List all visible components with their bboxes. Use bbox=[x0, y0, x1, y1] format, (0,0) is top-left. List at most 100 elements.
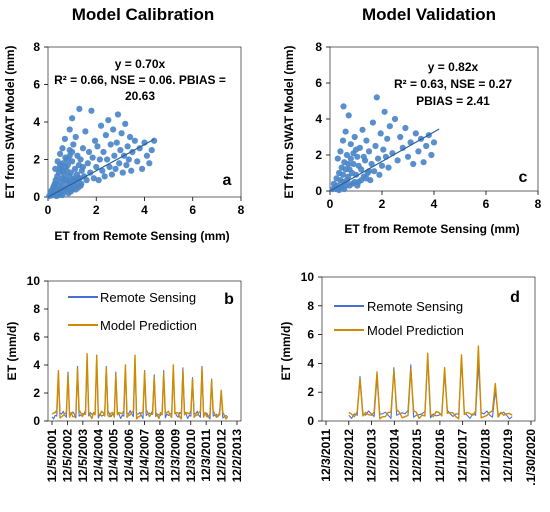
annotation-a-line2: R² = 0.66, NSE = 0.06. PBIAS = bbox=[54, 73, 226, 87]
scatter-point-c bbox=[354, 182, 361, 189]
scatter-point-a bbox=[97, 122, 105, 129]
scatter-point-a bbox=[59, 145, 66, 152]
scatter-point-a bbox=[102, 132, 109, 139]
scatter-point-c bbox=[378, 162, 386, 169]
x-tick-label-c: 0 bbox=[327, 197, 334, 211]
scatter-point-a bbox=[104, 156, 111, 163]
x-tick-label-b: 12/5/2001 bbox=[45, 429, 59, 483]
x-tick-label-c: 8 bbox=[535, 197, 542, 211]
scatter-point-c bbox=[355, 162, 362, 169]
x-tick-label-d: 12/3/2011 bbox=[319, 429, 333, 482]
y-tick-label-c: 0 bbox=[315, 184, 322, 198]
x-tick-label-d: 12/1/2019 bbox=[501, 429, 515, 483]
y-tick-label-a: 0 bbox=[33, 190, 40, 204]
panel-label-a: a bbox=[223, 172, 232, 189]
scatter-point-c bbox=[363, 137, 370, 144]
scatter-point-a bbox=[56, 150, 64, 157]
scatter-point-c bbox=[394, 157, 401, 164]
panel-label-d: d bbox=[510, 289, 520, 306]
scatter-point-c bbox=[347, 141, 354, 148]
scatter-point-c bbox=[377, 130, 384, 137]
scatter-point-c bbox=[341, 186, 348, 193]
scatter-point-c bbox=[337, 177, 344, 184]
scatter-point-a bbox=[148, 147, 155, 154]
scatter-point-a bbox=[71, 165, 79, 172]
scatter-point-c bbox=[360, 153, 367, 160]
scatter-point-a bbox=[134, 158, 141, 165]
x-tick-label-d: 12/2/2012 bbox=[342, 429, 356, 483]
legend-label-model-prediction-d: Model Prediction bbox=[367, 323, 464, 338]
y-tick-label-a: 2 bbox=[33, 153, 40, 167]
scatter-point-a bbox=[93, 163, 100, 171]
scatter-point-c bbox=[354, 153, 361, 160]
x-tick-label-b: 12/3/2009 bbox=[168, 429, 182, 483]
scatter-point-c bbox=[342, 128, 349, 135]
scatter-point-a bbox=[100, 148, 107, 156]
legend-label-remote-sensing-d: Remote Sensing bbox=[367, 299, 463, 314]
x-tick-label-d: .1/30/2020 bbox=[524, 429, 538, 486]
scatter-point-a bbox=[69, 115, 76, 122]
scatter-point-a bbox=[84, 160, 91, 167]
x-tick-label-b: 12/3/2011 bbox=[199, 429, 213, 482]
series-line-d-model-prediction bbox=[348, 345, 513, 420]
scatter-point-c bbox=[340, 103, 347, 110]
scatter-point-a bbox=[69, 148, 76, 156]
y-tick-label-d: 4 bbox=[307, 356, 314, 370]
title-calibration: Model Calibration bbox=[72, 5, 215, 24]
scatter-point-a bbox=[116, 160, 123, 167]
scatter-point-a bbox=[77, 182, 84, 189]
scatter-point-c bbox=[428, 151, 435, 159]
scatter-point-a bbox=[56, 162, 64, 169]
plot-area-c bbox=[329, 46, 539, 192]
y-axis-label-c: ET from SWAT Model (mm) bbox=[282, 45, 296, 198]
scatter-point-c bbox=[375, 155, 382, 162]
scatter-point-c bbox=[351, 133, 358, 141]
scatter-point-c bbox=[337, 148, 344, 155]
x-tick-label-d: 12/2/2015 bbox=[410, 429, 424, 483]
scatter-point-a bbox=[67, 169, 75, 176]
y-tick-label-d: 0 bbox=[307, 414, 314, 428]
scatter-point-a bbox=[60, 177, 67, 184]
scatter-point-c bbox=[371, 168, 378, 175]
series-line-b-model-prediction bbox=[51, 353, 229, 420]
panel-d: 0 2 4 6 8 10 12/3/2011 12/2/2012 12/2/2013 12/2/2… bbox=[279, 270, 538, 486]
y-tick-label-a: 8 bbox=[33, 40, 40, 54]
y-tick-label-b: 8 bbox=[33, 302, 40, 316]
scatter-point-a bbox=[77, 156, 84, 163]
legend-label-model-prediction-b: Model Prediction bbox=[100, 318, 197, 333]
scatter-point-c bbox=[376, 171, 383, 178]
scatter-point-a bbox=[122, 120, 129, 127]
x-tick-label-a: 2 bbox=[93, 203, 100, 217]
marks-c: 0 2 4 6 8 0 2 4 6 8 bbox=[315, 40, 541, 211]
scatter-point-a bbox=[66, 126, 73, 133]
scatter-point-c bbox=[381, 108, 388, 115]
scatter-point-a bbox=[65, 178, 72, 186]
scatter-point-a bbox=[119, 169, 126, 176]
scatter-point-a bbox=[70, 141, 77, 148]
annotation-c-line3: PBIAS = 2.41 bbox=[416, 94, 490, 108]
plot-area-b bbox=[47, 280, 242, 422]
scatter-point-a bbox=[90, 175, 97, 182]
scatter-point-c bbox=[420, 159, 427, 166]
x-tick-label-b: 12/3/2008 bbox=[153, 429, 167, 483]
scatter-point-a bbox=[99, 167, 106, 174]
x-tick-label-c: 2 bbox=[379, 197, 386, 211]
scatter-point-c bbox=[363, 175, 370, 182]
x-tick-label-b: 12/4/2005 bbox=[107, 429, 121, 483]
y-tick-label-b: 10 bbox=[27, 274, 41, 288]
y-tick-label-c: 2 bbox=[315, 148, 322, 162]
scatter-point-a bbox=[114, 111, 122, 118]
y-tick-label-a: 6 bbox=[33, 78, 40, 92]
x-tick-label-a: 8 bbox=[238, 203, 245, 217]
scatter-point-c bbox=[373, 94, 380, 101]
panel-a: Model Calibration 0 2 4 6 8 0 2 4 6 8 y = 0.70x R… bbox=[3, 5, 245, 243]
scatter-point-c bbox=[339, 171, 347, 178]
y-tick-label-b: 0 bbox=[33, 414, 40, 428]
scatter-point-c bbox=[339, 137, 347, 144]
scatter-point-a bbox=[101, 173, 108, 180]
panel-label-b: b bbox=[224, 291, 234, 308]
y-tick-label-d: 8 bbox=[307, 299, 314, 313]
scatter-point-a bbox=[124, 143, 131, 150]
